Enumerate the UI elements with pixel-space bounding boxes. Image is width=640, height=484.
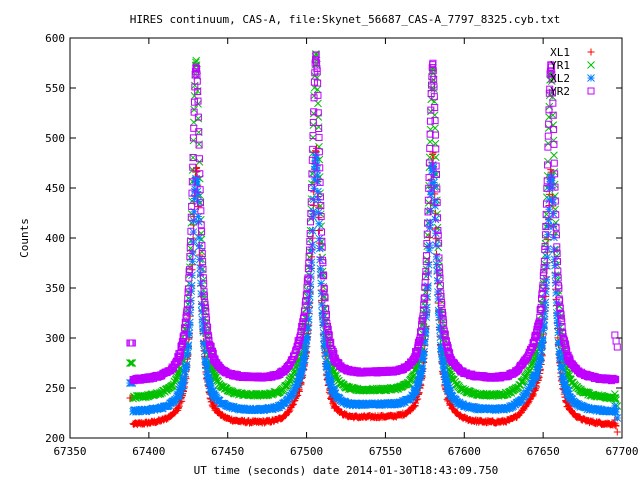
data-point [315, 209, 322, 216]
data-point [431, 98, 438, 105]
data-point [128, 360, 135, 367]
legend-marker-YR2 [588, 88, 594, 94]
data-point [537, 355, 544, 362]
y-axis-label: Counts [18, 218, 31, 258]
data-point [557, 356, 564, 363]
data-point [195, 115, 202, 122]
y-tick-label: 550 [45, 82, 65, 95]
data-point [432, 216, 439, 223]
data-point [183, 361, 190, 368]
data-points [126, 51, 620, 436]
x-tick-label: 67550 [369, 445, 402, 458]
data-point [614, 429, 621, 436]
data-point [195, 198, 202, 205]
y-tick-label: 500 [45, 132, 65, 145]
x-tick-label: 67600 [448, 445, 481, 458]
data-point [550, 223, 557, 230]
data-point [318, 301, 325, 308]
data-point [559, 365, 566, 372]
data-point [196, 234, 203, 241]
x-tick-label: 67350 [53, 445, 86, 458]
data-point [427, 145, 433, 151]
data-point [196, 142, 202, 148]
data-point [432, 202, 439, 209]
data-point [421, 348, 428, 355]
legend-marker-YR1 [588, 62, 595, 69]
data-point [550, 152, 557, 159]
data-point [189, 258, 196, 265]
y-tick-label: 250 [45, 382, 65, 395]
data-point [551, 160, 557, 166]
data-point [207, 378, 214, 385]
data-point [549, 199, 556, 206]
data-point [613, 338, 619, 344]
y-tick-label: 400 [45, 232, 65, 245]
legend-label-YR2: YR2 [550, 85, 570, 98]
data-point [427, 138, 434, 145]
y-tick-label: 350 [45, 282, 65, 295]
data-point [433, 242, 440, 249]
legend-marker-XL1 [588, 49, 595, 56]
y-tick-label: 450 [45, 182, 65, 195]
data-point [316, 220, 323, 227]
data-point [317, 265, 324, 272]
legend-label-YR1: YR1 [550, 59, 570, 72]
data-point [313, 154, 320, 161]
data-point [419, 365, 426, 372]
y-tick-label: 200 [45, 432, 65, 445]
data-point [433, 253, 440, 260]
data-point [426, 242, 433, 249]
data-point [432, 125, 439, 132]
x-axis-label: UT time (seconds) date 2014-01-30T18:43:… [194, 464, 499, 477]
y-tick-label: 300 [45, 332, 65, 345]
data-point [550, 210, 557, 217]
legend-label-XL1: XL1 [550, 46, 570, 59]
legend-label-XL2: XL2 [550, 72, 570, 85]
legend-marker-XL2 [588, 75, 595, 82]
data-point [545, 133, 551, 139]
data-point [612, 409, 619, 416]
x-tick-label: 67500 [290, 445, 323, 458]
x-tick-label: 67650 [527, 445, 560, 458]
data-point [304, 333, 311, 340]
data-point [614, 344, 620, 350]
x-tick-label: 67450 [211, 445, 244, 458]
x-tick-label: 67700 [605, 445, 638, 458]
chart-title: HIRES continuum, CAS-A, file:Skynet_5668… [130, 13, 560, 26]
data-point [614, 415, 621, 422]
data-point [612, 332, 618, 338]
data-point [316, 134, 322, 140]
data-point [196, 156, 202, 162]
data-point [309, 134, 316, 141]
data-point [316, 245, 323, 252]
x-tick-label: 67400 [132, 445, 165, 458]
y-tick-label: 600 [45, 32, 65, 45]
data-point [433, 146, 439, 152]
